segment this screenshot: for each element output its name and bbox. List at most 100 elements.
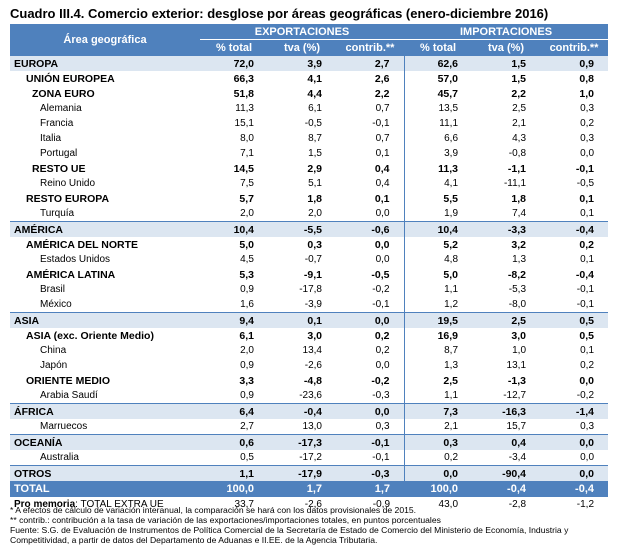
table-row: Italia 8,0 8,7 0,7 6,6 4,3 0,3 <box>10 131 608 146</box>
value-cell: 5,0 <box>403 267 473 282</box>
area-name: OCEANÍA <box>10 434 200 450</box>
value-cell: -2,6 <box>304 359 322 371</box>
area-name: OTROS <box>10 465 200 481</box>
column-header: % total <box>404 39 473 56</box>
value-cell: 4,1 <box>307 72 322 85</box>
value-cell: 0,0 <box>375 359 390 371</box>
value-cell: 11,3 <box>235 102 254 114</box>
area-name: ÁFRICA <box>10 403 200 419</box>
value-cell: 16,9 <box>403 328 473 343</box>
total-label: TOTAL <box>10 481 200 497</box>
value-cell: 2,0 <box>240 207 254 219</box>
value-cell: 2,2 <box>374 87 390 100</box>
value-cell: 15,1 <box>234 117 254 129</box>
value-cell: -0,5 <box>304 117 322 129</box>
value-cell: -0,4 <box>575 268 595 281</box>
value-cell: 2,0 <box>308 207 322 219</box>
value-cell: 0,0 <box>375 253 390 265</box>
footnote: ** contrib.: contribución a la tasa de v… <box>10 515 441 525</box>
value-cell: 3,0 <box>511 329 527 342</box>
value-cell: 6,1 <box>308 102 322 114</box>
value-cell: -8,0 <box>508 298 527 310</box>
area-name: AMÉRICA DEL NORTE <box>26 238 139 251</box>
value-cell: 13,1 <box>506 359 527 371</box>
value-cell: 14,5 <box>233 162 254 175</box>
area-name: Francia <box>40 117 74 129</box>
value-cell: 6,6 <box>403 131 473 146</box>
value-cell: -3,3 <box>472 221 541 237</box>
value-cell: 2,6 <box>374 72 390 85</box>
value-cell: -17,8 <box>299 283 322 295</box>
value-cell: -0,4 <box>540 221 609 237</box>
area-name: Portugal <box>40 147 78 159</box>
value-cell: 0,3 <box>580 420 595 432</box>
value-cell: -0,1 <box>372 298 390 310</box>
value-cell: 0,5 <box>579 329 595 342</box>
value-cell: 4,4 <box>307 87 322 100</box>
total-cell: 1,7 <box>268 481 336 497</box>
value-cell: 10,4 <box>403 221 473 237</box>
value-cell: -17,2 <box>299 451 322 463</box>
value-cell: -0,5 <box>576 177 595 189</box>
value-cell: 0,3 <box>403 434 473 450</box>
area-name: Estados Unidos <box>40 253 111 265</box>
table-row: RESTO UE 14,5 2,9 0,4 11,3 -1,1 -0,1 <box>10 161 608 176</box>
value-cell: 1,5 <box>511 72 527 85</box>
value-cell: 0,2 <box>579 238 595 251</box>
total-cell: 100,0 <box>404 481 473 497</box>
value-cell: -8,2 <box>507 268 527 281</box>
column-header: contrib.** <box>336 39 405 56</box>
total-cell: -0,4 <box>472 481 541 497</box>
value-cell: -17,3 <box>268 434 336 450</box>
memo-row: Pro memoria: TOTAL EXTRA UE 33,7 -2,6 -0… <box>10 496 609 512</box>
area-name: ZONA EURO <box>32 87 95 100</box>
value-cell: -0,2 <box>371 374 390 387</box>
value-cell: 0,0 <box>579 374 595 387</box>
value-cell: 5,0 <box>239 238 254 251</box>
value-cell: -0,1 <box>576 298 595 310</box>
table-row: Turquía 2,0 2,0 0,0 1,9 7,4 0,1 <box>10 206 608 222</box>
table-row: China 2,0 13,4 0,2 8,7 1,0 0,1 <box>10 343 608 358</box>
value-cell: 1,5 <box>472 55 541 71</box>
table-row: Alemania 11,3 6,1 0,7 13,5 2,5 0,3 <box>10 101 608 116</box>
value-cell: 7,4 <box>512 207 527 219</box>
value-cell: 10,4 <box>200 221 268 237</box>
value-cell: -5,5 <box>268 221 336 237</box>
value-cell: -12,7 <box>503 389 527 401</box>
column-header: tva (%) <box>268 39 336 56</box>
value-cell: -0,1 <box>372 117 390 129</box>
value-cell: 3,9 <box>403 146 473 161</box>
table-row: Reino Unido 7,5 5,1 0,4 4,1 -11,1 -0,5 <box>10 176 608 191</box>
column-header: tva (%) <box>472 39 541 56</box>
value-cell: 2,7 <box>240 420 254 432</box>
value-cell: 0,7 <box>375 102 390 114</box>
value-cell: -0,6 <box>336 221 405 237</box>
area-name: Arabia Saudí <box>40 389 98 401</box>
value-cell: 1,1 <box>200 465 268 481</box>
value-cell: 5,2 <box>403 237 473 252</box>
value-cell: -17,9 <box>268 465 336 481</box>
value-cell: 5,3 <box>239 268 254 281</box>
value-cell: 7,1 <box>240 147 254 159</box>
value-cell: 0,3 <box>307 238 322 251</box>
value-cell: -16,3 <box>472 403 541 419</box>
value-cell: 1,1 <box>403 282 473 297</box>
table-title: Cuadro III.4. Comercio exterior: desglos… <box>10 6 549 21</box>
value-cell: 1,5 <box>308 147 322 159</box>
value-cell: 0,1 <box>268 312 336 328</box>
value-cell: 6,1 <box>239 329 254 342</box>
value-cell: 0,2 <box>374 329 390 342</box>
value-cell: 8,0 <box>240 132 254 144</box>
area-name: Brasil <box>40 283 66 295</box>
value-cell: 2,9 <box>307 162 322 175</box>
value-cell: 0,1 <box>580 253 595 265</box>
value-cell: 66,3 <box>233 72 254 85</box>
area-name: ASIA (exc. Oriente Medio) <box>26 329 154 342</box>
value-cell: -0,1 <box>576 283 595 295</box>
value-cell: 7,3 <box>403 403 473 419</box>
value-cell: 0,4 <box>472 434 541 450</box>
value-cell: 0,2 <box>403 450 473 466</box>
value-cell: 9,4 <box>200 312 268 328</box>
total-cell: 100,0 <box>200 481 268 497</box>
memo-cell: 43,0 <box>404 496 473 512</box>
